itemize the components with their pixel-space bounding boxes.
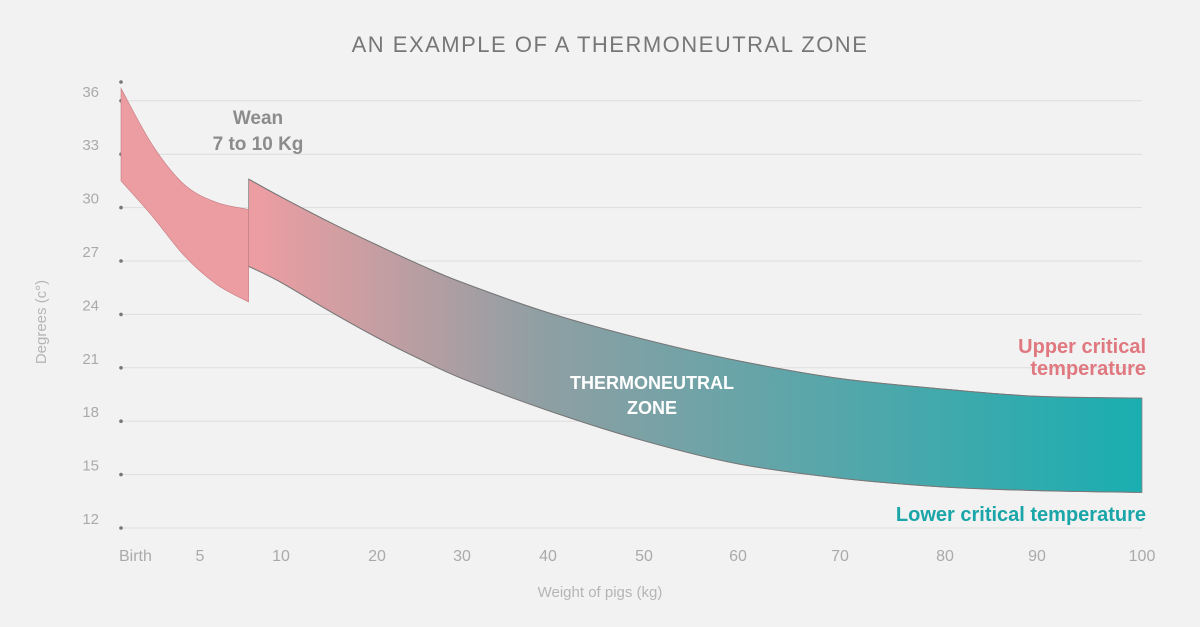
y-tick-label: 30	[82, 191, 99, 208]
x-tick-label: 70	[831, 548, 849, 565]
y-tick-label: 12	[82, 511, 99, 528]
x-axis-ticks: Birth 5 10 20 30 40 50 60 70 80 90 100	[119, 548, 1155, 565]
y-tick-label: 24	[82, 297, 99, 314]
y-tick-label: 36	[82, 84, 99, 101]
post-wean-zone-band	[248, 178, 1143, 493]
y-tick-label: 18	[82, 404, 99, 421]
x-tick-label: 5	[196, 548, 205, 565]
x-tick-label: 10	[272, 548, 290, 565]
y-tick-dot	[119, 366, 123, 370]
y-tick-dot	[119, 80, 123, 84]
wean-annotation-line1: Wean	[233, 108, 283, 129]
y-tick-dot	[119, 419, 123, 424]
x-tick-label: 60	[729, 548, 747, 565]
upper-critical-line	[248, 178, 1143, 399]
x-tick-label: 90	[1028, 548, 1046, 565]
x-tick-label: 100	[1129, 548, 1156, 565]
upper-critical-label-line2: temperature	[1030, 358, 1146, 380]
zone-label-line1: THERMONEUTRAL	[570, 373, 734, 393]
zone-bands	[120, 87, 1143, 493]
y-tick-dot	[119, 312, 123, 317]
x-tick-label: Birth	[119, 548, 152, 565]
y-tick-label: 21	[82, 351, 99, 368]
wean-annotation-line2: 7 to 10 Kg	[213, 134, 304, 155]
lower-critical-label: Lower critical temperature	[896, 504, 1146, 526]
y-tick-dot	[119, 205, 123, 210]
x-tick-label: 40	[539, 548, 557, 565]
chart-title: AN EXAMPLE OF A THERMONEUTRAL ZONE	[352, 32, 869, 57]
y-tick-dot	[119, 259, 123, 263]
y-tick-dot	[119, 472, 123, 477]
pre-wean-zone-band	[120, 87, 249, 303]
zone-label-line2: ZONE	[627, 398, 677, 418]
y-axis-label: Degrees (c°)	[33, 280, 50, 364]
y-tick-label: 15	[82, 458, 99, 475]
y-axis-ticks: 12 15 18 21 24 27 30 33 36	[82, 80, 123, 530]
lower-critical-line	[248, 265, 1143, 493]
y-tick-label: 33	[82, 137, 99, 154]
x-tick-label: 50	[635, 548, 653, 565]
x-tick-label: 30	[453, 548, 471, 565]
y-tick-label: 27	[82, 244, 99, 261]
x-tick-label: 20	[368, 548, 386, 565]
upper-critical-label-line1: Upper critical	[1018, 336, 1146, 358]
x-tick-label: 80	[936, 548, 954, 565]
y-tick-dot	[119, 526, 123, 530]
x-axis-label: Weight of pigs (kg)	[538, 584, 663, 601]
